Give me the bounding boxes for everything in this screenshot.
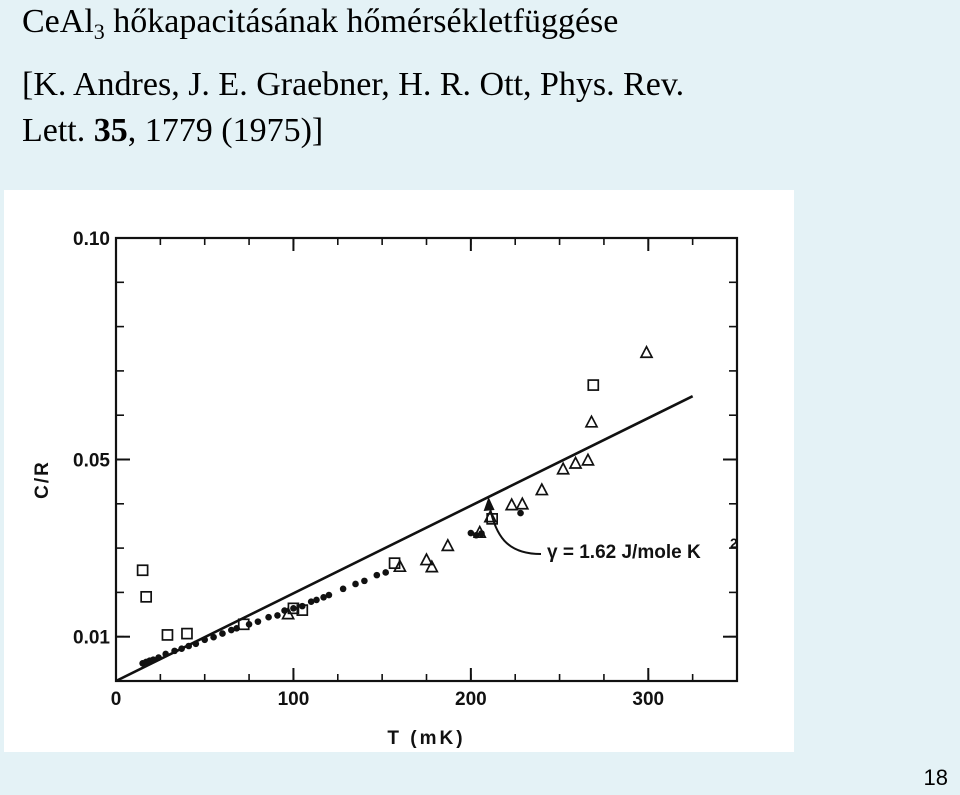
data-point-square	[140, 590, 153, 603]
data-point-dot	[201, 636, 209, 644]
data-point-dot	[265, 613, 272, 621]
data-point-dot	[228, 626, 235, 634]
data-point-triangle	[515, 496, 530, 510]
x-tick-label: 0	[111, 689, 122, 710]
citation-line-2: Lett. 35, 1779 (1975)]	[22, 108, 684, 154]
title-rest: hőkapacitásának hőmérsékletfüggése	[104, 3, 619, 40]
citation-line-1: [K. Andres, J. E. Graebner, H. R. Ott, P…	[22, 66, 685, 103]
data-point-square	[181, 627, 193, 640]
chart-figure: 0 100 200 300 0.01 0.05 0.10 T (mK) C/R γ = 1.62 …	[4, 190, 794, 752]
data-point-dot	[325, 591, 333, 599]
data-point-square	[161, 629, 174, 641]
x-tick-label: 300	[632, 689, 664, 710]
data-point-triangle	[472, 524, 487, 538]
data-point-square	[587, 379, 600, 391]
data-point-dot	[373, 571, 381, 579]
citation: [K. Andres, J. E. Graebner, H. R. Ott, P…	[22, 62, 684, 154]
data-point-triangle	[504, 497, 519, 511]
data-point-square	[136, 564, 149, 577]
data-point-dot	[307, 598, 315, 606]
data-point-dot	[382, 569, 389, 576]
data-point-triangle	[424, 559, 439, 573]
data-point-dot	[467, 529, 475, 537]
data-point-dot	[219, 630, 226, 637]
y-tick-label: 0.01	[73, 628, 110, 649]
data-point-triangle	[584, 414, 599, 428]
annotation-label: γ = 1.62 J/mole K	[547, 542, 701, 563]
chart-svg: 0 100 200 300 0.01 0.05 0.10 T (mK) C/R γ = 1.62 …	[32, 229, 739, 749]
data-point-dot	[254, 618, 262, 625]
data-point-square	[388, 557, 401, 570]
data-point-triangle	[419, 552, 434, 566]
slide-number: 18	[923, 765, 948, 790]
y-tick-label: 0.10	[73, 229, 110, 250]
data-point-dot	[178, 645, 185, 652]
data-point-dot	[361, 577, 368, 585]
data-point-dot	[210, 633, 217, 641]
fit-line	[115, 394, 694, 683]
slide-title: CeAl3 hőkapacitásának hőmérsékletfüggése	[22, 2, 619, 44]
citation-pages-year: , 1779 (1975)]	[127, 112, 324, 149]
data-point-dot	[299, 602, 306, 610]
data-point-triangle	[534, 482, 549, 496]
data-point-dot	[313, 596, 320, 604]
data-point-triangle	[581, 452, 595, 466]
data-point-triangle	[639, 344, 654, 359]
data-point-dot	[290, 605, 297, 612]
x-axis-label: T (mK)	[387, 728, 465, 749]
y-axis-label: C/R	[32, 460, 53, 499]
plot-frame	[114, 236, 739, 683]
data-point-dot	[192, 640, 200, 648]
data-point-dot	[320, 593, 327, 601]
title-subscript: 3	[93, 19, 105, 44]
y-tick-label: 0.05	[73, 451, 110, 472]
data-point-triangle	[440, 538, 455, 552]
data-point-dot	[155, 654, 162, 661]
data-point-dot	[162, 650, 169, 658]
data-point-triangle	[568, 455, 583, 469]
data-point-triangle	[556, 461, 571, 475]
data-point-square	[237, 618, 250, 631]
data-point-dot	[149, 656, 157, 664]
citation-volume: 35	[93, 112, 128, 149]
data-point-triangle	[483, 509, 498, 523]
data-point-square	[296, 604, 309, 616]
data-point-triangle	[281, 606, 296, 620]
annotation-superscript: 2	[730, 535, 738, 551]
annotation-arrowhead	[483, 497, 495, 512]
data-point-dot	[352, 580, 359, 588]
data-point-dot	[274, 612, 281, 619]
data-point-dot	[185, 642, 193, 650]
data-point-triangle	[392, 558, 407, 573]
annotation-arrow-curve	[487, 500, 542, 555]
x-tick-label: 200	[455, 689, 487, 710]
data-point-dot	[171, 647, 178, 655]
data-point-dot	[517, 509, 524, 517]
citation-journal-abbrev: Lett.	[22, 112, 94, 149]
x-tick-label: 100	[278, 689, 310, 710]
data-point-dot	[339, 585, 347, 593]
title-main: CeAl	[22, 3, 94, 40]
